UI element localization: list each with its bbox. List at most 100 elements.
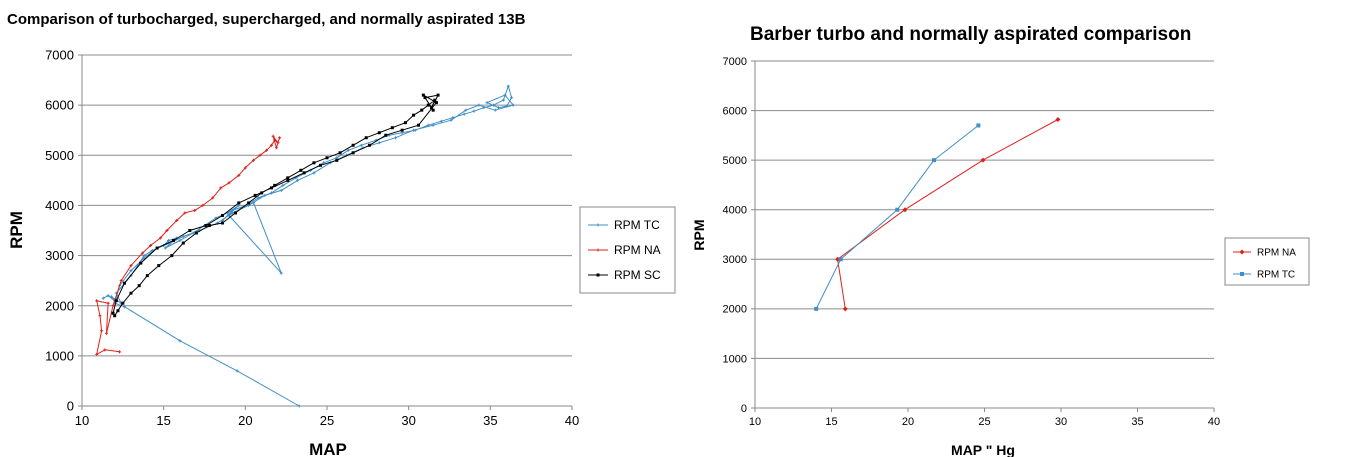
x-tick-label: 20 xyxy=(238,413,252,428)
data-point-rpm-sc xyxy=(207,223,211,227)
data-point-rpm-sc xyxy=(286,176,290,180)
x-tick-label: 40 xyxy=(565,413,579,428)
data-point-rpm-sc xyxy=(377,131,381,135)
data-point-rpm-tc xyxy=(269,191,273,195)
data-point-rpm-sc xyxy=(364,136,368,140)
data-point-rpm-tc xyxy=(237,203,241,207)
y-tick-label: 2000 xyxy=(45,298,74,313)
data-point-rpm-tc xyxy=(503,93,507,97)
data-point-rpm-na xyxy=(278,136,282,140)
x-tick-label: 20 xyxy=(902,416,914,428)
y-tick-label: 2000 xyxy=(723,304,747,316)
data-point-rpm-sc xyxy=(137,284,141,288)
x-tick-label: 35 xyxy=(483,413,497,428)
y-tick-label: 7000 xyxy=(45,48,74,63)
data-point-rpm-sc xyxy=(155,246,159,250)
data-point-rpm-tc xyxy=(227,213,231,217)
data-point-rpm-sc xyxy=(403,121,407,125)
data-point-rpm-na xyxy=(980,157,986,163)
data-point-rpm-sc xyxy=(430,106,434,110)
data-point-rpm-na xyxy=(902,207,908,213)
data-point-rpm-sc xyxy=(121,301,125,305)
data-point-rpm-na xyxy=(165,229,169,232)
data-point-rpm-tc xyxy=(142,256,146,260)
y-tick-label: 4000 xyxy=(723,205,747,217)
series-line-rpm-na xyxy=(96,135,281,355)
data-point-rpm-sc xyxy=(412,113,416,117)
data-point-rpm-tc xyxy=(247,203,251,207)
data-point-rpm-sc xyxy=(113,314,117,318)
data-point-rpm-na xyxy=(105,331,108,335)
data-point-rpm-sc xyxy=(423,96,427,100)
data-point-rpm-na xyxy=(95,352,99,356)
data-point-rpm-tc xyxy=(472,109,476,113)
data-point-rpm-na xyxy=(219,186,223,190)
data-point-rpm-tc xyxy=(279,271,283,275)
legend-label-rpm-tc: RPM TC xyxy=(614,218,660,232)
x-tick-label: 15 xyxy=(825,416,837,428)
legend-label-rpm-na: RPM NA xyxy=(1257,248,1296,259)
data-point-rpm-tc xyxy=(178,339,182,343)
data-point-rpm-tc xyxy=(377,141,381,145)
data-point-rpm-tc xyxy=(400,131,404,135)
legend-label-rpm-na: RPM NA xyxy=(614,243,661,257)
data-point-rpm-tc xyxy=(230,211,234,215)
data-point-rpm-sc xyxy=(181,241,185,245)
data-point-rpm-tc xyxy=(263,193,267,197)
y-tick-label: 0 xyxy=(741,403,747,415)
data-point-rpm-na xyxy=(111,304,115,308)
chart-right-x-axis-label: MAP " Hg xyxy=(951,442,1015,457)
data-point-rpm-na xyxy=(118,350,122,354)
data-point-rpm-tc xyxy=(462,112,466,116)
data-point-rpm-sc xyxy=(171,239,175,243)
data-point-rpm-tc xyxy=(506,84,510,88)
data-point-rpm-tc xyxy=(191,231,195,235)
data-point-rpm-sc xyxy=(384,133,388,137)
data-point-rpm-na xyxy=(175,218,179,222)
chart-left-y-axis-label: RPM xyxy=(7,211,26,249)
chart-right-barber-comparison: Barber turbo and normally aspirated comp… xyxy=(690,0,1360,457)
data-point-rpm-tc xyxy=(359,143,363,147)
data-point-rpm-na xyxy=(258,153,262,157)
data-point-rpm-sc xyxy=(273,183,277,187)
data-point-rpm-sc xyxy=(338,151,342,155)
chart-right-title: Barber turbo and normally aspirated comp… xyxy=(750,24,1191,45)
legend-label-rpm-tc: RPM TC xyxy=(1257,270,1295,281)
data-point-rpm-na xyxy=(271,134,275,138)
chart-left-legend: RPM TC RPM NA RPM SC xyxy=(579,206,676,294)
y-tick-label: 7000 xyxy=(723,56,747,68)
data-point-rpm-sc xyxy=(367,143,371,147)
x-tick-label: 25 xyxy=(320,413,334,428)
data-point-rpm-na xyxy=(252,158,255,162)
data-point-rpm-sc xyxy=(269,186,273,190)
chart-right-legend: RPM NA RPM TC xyxy=(1224,237,1310,286)
legend-marker-rpm-tc xyxy=(596,223,600,227)
data-point-rpm-sc xyxy=(116,309,120,313)
x-tick-label: 30 xyxy=(1055,416,1067,428)
data-point-rpm-sc xyxy=(390,126,394,130)
legend-box xyxy=(1224,237,1310,286)
x-tick-label: 15 xyxy=(156,413,170,428)
data-point-rpm-sc xyxy=(111,311,115,315)
data-point-rpm-tc xyxy=(464,108,468,112)
data-point-rpm-sc xyxy=(431,108,435,112)
data-point-rpm-tc xyxy=(109,295,113,299)
data-point-rpm-tc xyxy=(485,101,489,105)
data-point-rpm-na xyxy=(265,148,269,152)
chart-left-title: Comparison of turbocharged, supercharged… xyxy=(7,11,526,28)
data-point-rpm-tc xyxy=(426,123,430,127)
data-point-rpm-tc xyxy=(492,103,496,107)
data-point-rpm-tc xyxy=(101,296,105,300)
y-tick-label: 0 xyxy=(67,399,74,414)
data-point-rpm-tc xyxy=(281,183,285,187)
series-line-rpm-na xyxy=(837,119,1059,309)
data-point-rpm-tc xyxy=(296,178,300,182)
y-tick-label: 1000 xyxy=(45,348,74,363)
data-point-rpm-tc xyxy=(505,104,509,108)
y-tick-label: 6000 xyxy=(723,105,747,117)
data-point-rpm-sc xyxy=(433,98,437,102)
data-point-rpm-sc xyxy=(170,254,174,258)
chart-left-x-axis-label: MAP xyxy=(309,440,347,457)
data-point-rpm-na xyxy=(149,244,153,248)
legend-label-rpm-sc: RPM SC xyxy=(614,268,661,282)
